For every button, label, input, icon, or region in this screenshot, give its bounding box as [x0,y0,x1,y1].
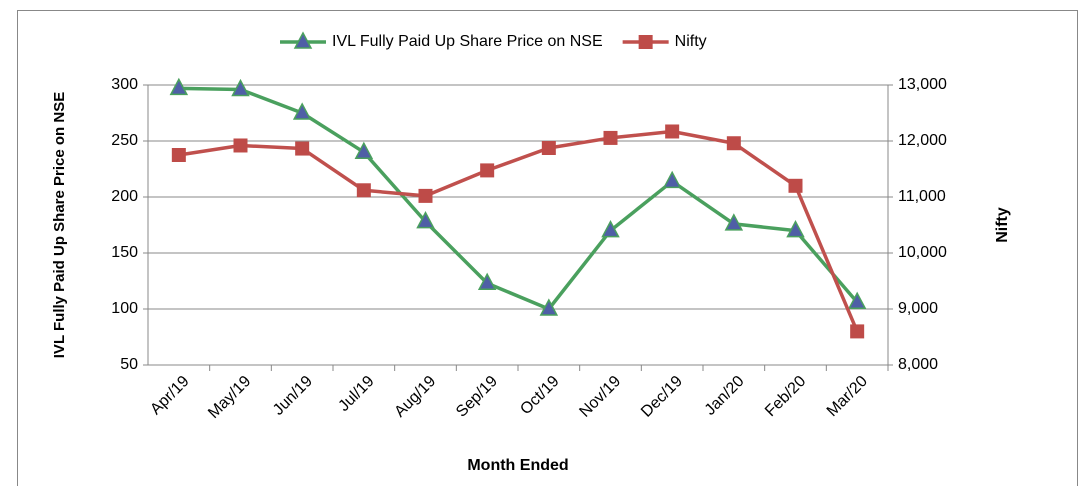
x-tick-label: Apr/19 [147,373,192,418]
y-tick-label: 200 [111,188,138,205]
marker [480,163,495,178]
x-tick-label: Jul/19 [335,373,377,415]
y2-axis-title: Nifty [994,207,1011,243]
y2-tick-label: 12,000 [898,132,947,149]
y-axis-title: IVL Fully Paid Up Share Price on NSE [51,92,68,358]
marker [477,272,497,290]
marker [231,78,250,97]
x-tick-label: Mar/20 [824,373,871,420]
marker [603,130,618,145]
marker [638,35,653,49]
marker [418,188,433,203]
marker [788,178,803,193]
y-tick-label: 250 [111,132,138,149]
y2-tick-label: 13,000 [898,76,947,93]
marker [356,183,371,198]
x-tick-label: Jun/19 [270,373,316,419]
marker [292,102,312,120]
series-line [178,129,859,333]
marker [293,31,313,49]
y-tick-label: 100 [111,300,138,317]
marker [726,136,741,151]
marker [171,148,186,162]
marker [847,291,867,310]
marker [665,124,680,139]
legend-label: IVL Fully Paid Up Share Price on NSE [332,33,603,50]
marker [662,170,682,189]
x-tick-label: Nov/19 [576,373,624,421]
x-tick-label: Aug/19 [391,373,439,421]
marker [295,141,310,156]
marker [539,298,559,316]
marker [724,213,744,231]
y2-tick-label: 10,000 [898,244,947,261]
legend-label: Nifty [675,33,707,50]
x-tick-label: May/19 [205,373,254,422]
series-line [178,86,859,311]
chart-frame [17,10,1078,486]
marker [354,141,374,159]
y2-tick-label: 11,000 [898,188,946,205]
x-tick-label: Oct/19 [517,373,562,418]
y-tick-label: 150 [111,244,138,261]
marker [169,77,189,96]
y-tick-label: 300 [111,76,138,93]
marker [416,211,435,229]
y2-tick-label: 8,000 [898,356,938,373]
x-tick-label: Sep/19 [453,373,501,421]
marker [541,141,556,155]
y2-tick-label: 9,000 [898,300,938,317]
x-tick-label: Feb/20 [762,373,809,420]
marker [786,220,805,238]
x-tick-label: Jan/20 [702,373,748,419]
x-tick-label: Dec/19 [638,373,686,421]
marker [233,138,248,153]
marker [601,220,620,238]
x-axis-title: Month Ended [467,457,568,474]
marker [850,324,865,339]
y-tick-label: 50 [120,356,138,373]
